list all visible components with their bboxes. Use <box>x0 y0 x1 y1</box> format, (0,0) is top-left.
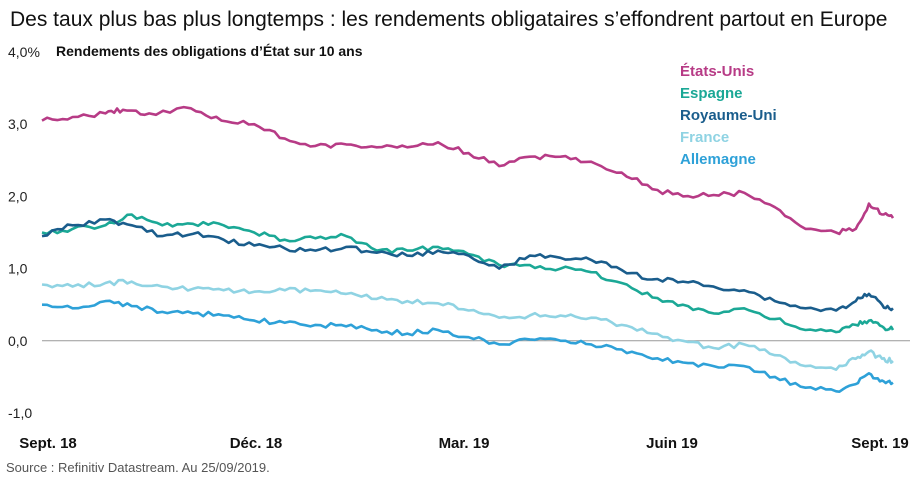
series-line <box>41 299 894 393</box>
series-line <box>41 105 895 236</box>
legend-item: Allemagne <box>680 151 756 168</box>
chart-subtitle: Rendements des obligations d’État sur 10… <box>56 43 363 59</box>
y-tick-label: 0,0 <box>8 333 28 349</box>
legend-item: Royaume-Uni <box>680 107 777 124</box>
chart-source: Source : Refinitiv Datastream. Au 25/09/… <box>6 460 270 475</box>
legend: États-Unis Espagne Royaume-Uni France Allema… <box>680 63 777 168</box>
y-tick-label: 2,0 <box>8 188 28 204</box>
y-tick-label: 4,0% <box>8 44 40 60</box>
legend-item: France <box>680 129 729 146</box>
legend-item: États-Unis <box>680 63 754 80</box>
series-line <box>41 217 894 313</box>
y-tick-label: 3,0 <box>8 116 28 132</box>
y-tick-label: -1,0 <box>8 405 32 421</box>
x-tick-label: Déc. 18 <box>230 435 283 452</box>
x-tick-label: Sept. 18 <box>19 435 77 452</box>
y-axis-ticks: 4,0% 3,0 2,0 1,0 0,0 -1,0 <box>8 44 40 421</box>
series-line <box>41 278 894 371</box>
x-tick-label: Mar. 19 <box>439 435 490 452</box>
x-tick-label: Sept. 19 <box>851 435 909 452</box>
x-tick-label: Juin 19 <box>646 435 698 452</box>
series-lines <box>41 105 895 393</box>
y-tick-label: 1,0 <box>8 261 28 277</box>
series-line <box>41 213 895 334</box>
legend-item: Espagne <box>680 85 743 102</box>
chart-title: Des taux plus bas plus longtemps : les r… <box>10 8 887 31</box>
x-axis-ticks: Sept. 18 Déc. 18 Mar. 19 Juin 19 Sept. 19 <box>19 435 909 452</box>
